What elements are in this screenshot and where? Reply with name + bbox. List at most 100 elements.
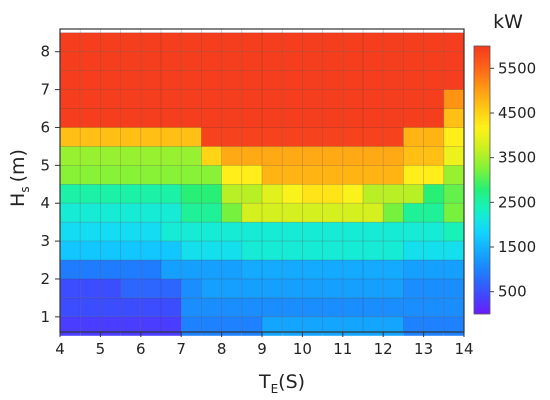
heatmap-cell bbox=[140, 70, 161, 90]
heatmap-cell bbox=[342, 184, 363, 204]
heatmap-cell bbox=[80, 297, 101, 317]
heatmap-cell bbox=[100, 51, 121, 71]
heatmap-cell bbox=[282, 127, 303, 147]
heatmap-cell bbox=[181, 222, 202, 242]
heatmap-cell bbox=[181, 297, 202, 317]
heatmap-cell bbox=[60, 89, 81, 109]
heatmap-cell bbox=[181, 127, 202, 147]
heatmap-cell bbox=[403, 241, 424, 261]
heatmap-cell bbox=[383, 108, 404, 128]
heatmap-cell bbox=[443, 260, 464, 279]
heatmap-cell bbox=[423, 316, 444, 336]
heatmap-cell bbox=[241, 146, 262, 166]
heatmap-cell bbox=[322, 108, 343, 128]
heatmap-cell bbox=[363, 297, 384, 317]
heatmap-cell bbox=[221, 278, 242, 298]
y-tick-label: 4 bbox=[40, 194, 50, 212]
heatmap-cell bbox=[241, 241, 262, 261]
heatmap-cell bbox=[302, 184, 323, 204]
heatmap-cell bbox=[363, 127, 384, 147]
heatmap-cell bbox=[322, 241, 343, 261]
heatmap-cell bbox=[140, 316, 161, 336]
heatmap-cell bbox=[140, 51, 161, 71]
heatmap-cell bbox=[201, 32, 222, 52]
heatmap-cell bbox=[60, 127, 81, 147]
heatmap-cell bbox=[383, 203, 404, 223]
x-tick-label: 13 bbox=[414, 340, 433, 358]
heatmap-cell bbox=[120, 108, 141, 128]
heatmap-cell bbox=[282, 70, 303, 90]
heatmap-cell bbox=[80, 32, 101, 52]
heatmap-cell bbox=[443, 316, 464, 336]
heatmap-cell bbox=[100, 184, 121, 204]
heatmap-cell bbox=[383, 146, 404, 166]
heatmap-cell bbox=[221, 165, 242, 185]
heatmap-cell bbox=[443, 241, 464, 261]
heatmap-cell bbox=[342, 203, 363, 223]
heatmap-cell bbox=[322, 260, 343, 279]
heatmap-cell bbox=[201, 278, 222, 298]
y-tick-label: 2 bbox=[40, 270, 50, 288]
heatmap-cell bbox=[241, 260, 262, 279]
heatmap-cell bbox=[443, 297, 464, 317]
heatmap-cell bbox=[161, 203, 182, 223]
heatmap-cell bbox=[363, 260, 384, 279]
heatmap-cell bbox=[181, 146, 202, 166]
heatmap-cell bbox=[241, 222, 262, 242]
x-tick-label: 14 bbox=[454, 340, 473, 358]
heatmap-cells bbox=[60, 32, 464, 336]
heatmap-cell bbox=[342, 89, 363, 109]
heatmap-cell bbox=[302, 127, 323, 147]
heatmap-cell bbox=[100, 278, 121, 298]
colorbar-tick-label: 3500 bbox=[498, 149, 536, 167]
y-tick-label: 1 bbox=[40, 308, 50, 326]
heatmap-cell bbox=[423, 241, 444, 261]
heatmap-cell bbox=[403, 297, 424, 317]
heatmap-cell bbox=[383, 260, 404, 279]
heatmap-cell bbox=[60, 184, 81, 204]
heatmap-cell bbox=[322, 70, 343, 90]
heatmap-cell bbox=[201, 222, 222, 242]
heatmap-cell bbox=[181, 278, 202, 298]
x-tick-label: 7 bbox=[176, 340, 186, 358]
heatmap-cell bbox=[221, 32, 242, 52]
heatmap-cell bbox=[241, 278, 262, 298]
heatmap-cell bbox=[80, 316, 101, 336]
heatmap-cell bbox=[403, 32, 424, 52]
heatmap-cell bbox=[282, 203, 303, 223]
heatmap-cell bbox=[403, 278, 424, 298]
heatmap-cell bbox=[403, 51, 424, 71]
heatmap-cell bbox=[342, 222, 363, 242]
heatmap-cell bbox=[423, 184, 444, 204]
heatmap-cell bbox=[120, 316, 141, 336]
heatmap-cell bbox=[140, 297, 161, 317]
heatmap-cell bbox=[140, 32, 161, 52]
heatmap-cell bbox=[322, 297, 343, 317]
heatmap-cell bbox=[423, 278, 444, 298]
colorbar bbox=[473, 45, 491, 315]
heatmap-cell bbox=[363, 70, 384, 90]
heatmap-cell bbox=[100, 203, 121, 223]
heatmap-cell bbox=[403, 70, 424, 90]
heatmap-cell bbox=[140, 260, 161, 279]
heatmap-cell bbox=[80, 278, 101, 298]
heatmap-cell bbox=[262, 32, 283, 52]
colorbar-tick-label: 1500 bbox=[498, 238, 536, 256]
heatmap-cell bbox=[161, 241, 182, 261]
heatmap-cell bbox=[221, 203, 242, 223]
heatmap-cell bbox=[241, 89, 262, 109]
y-axis-title-subscript: s bbox=[18, 186, 32, 192]
heatmap-cell bbox=[383, 51, 404, 71]
heatmap-cell bbox=[342, 260, 363, 279]
colorbar-tick-label: 2500 bbox=[498, 193, 536, 211]
heatmap-cell bbox=[201, 184, 222, 204]
heatmap-cell bbox=[443, 51, 464, 71]
heatmap-cell bbox=[140, 184, 161, 204]
x-tick-label: 5 bbox=[96, 340, 106, 358]
heatmap-cell bbox=[423, 297, 444, 317]
heatmap-cell bbox=[302, 222, 323, 242]
heatmap-cell bbox=[140, 165, 161, 185]
y-axis-ticks: 1 2 3 4 5 6 7 8 bbox=[40, 43, 60, 326]
heatmap-cell bbox=[383, 222, 404, 242]
heatmap-cell bbox=[302, 89, 323, 109]
